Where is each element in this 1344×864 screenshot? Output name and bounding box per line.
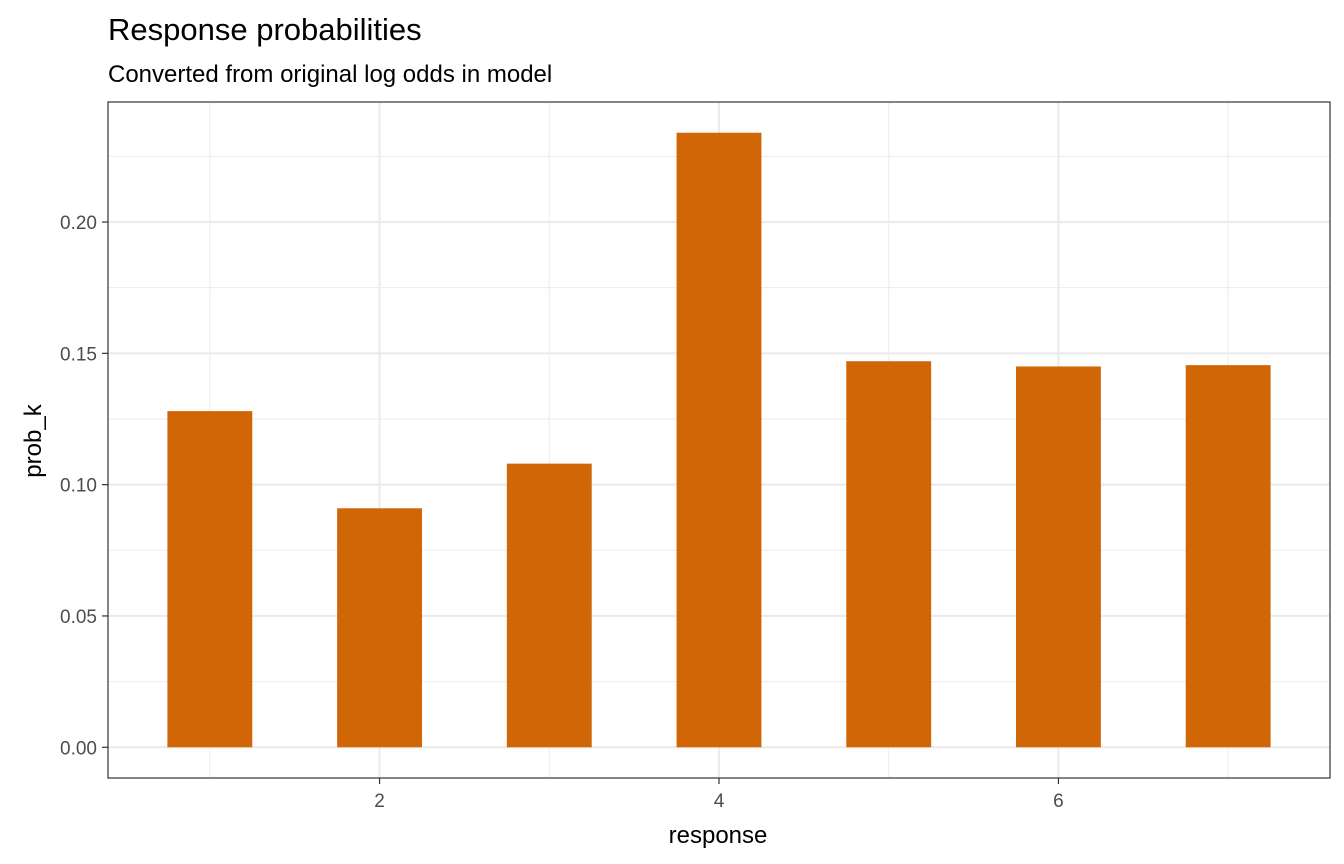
x-tick-label: 2 <box>374 791 385 812</box>
x-axis: 2 4 6 <box>374 778 1064 812</box>
x-tick-label: 4 <box>714 791 725 812</box>
bar-3 <box>506 463 592 748</box>
y-tick-label: 0.15 <box>60 344 97 365</box>
bar-7 <box>1185 365 1271 748</box>
bar-1 <box>167 411 253 748</box>
y-tick-label: 0.00 <box>60 738 97 759</box>
y-tick-label: 0.10 <box>60 476 97 497</box>
bars <box>167 132 1271 748</box>
chart-title: Response probabilities <box>108 12 422 47</box>
y-axis-title: prob_k <box>20 403 47 477</box>
x-tick-label: 6 <box>1053 791 1064 812</box>
y-tick-label: 0.20 <box>60 213 97 234</box>
bar-2 <box>337 508 422 748</box>
bar-4 <box>676 132 762 748</box>
y-tick-label: 0.05 <box>60 607 97 628</box>
chart-subtitle: Converted from original log odds in mode… <box>108 61 552 88</box>
bar-6 <box>1016 366 1101 748</box>
x-axis-title: response <box>669 822 768 849</box>
y-axis: 0.00 0.05 0.10 0.15 0.20 <box>60 213 108 759</box>
bar-5 <box>846 361 932 748</box>
